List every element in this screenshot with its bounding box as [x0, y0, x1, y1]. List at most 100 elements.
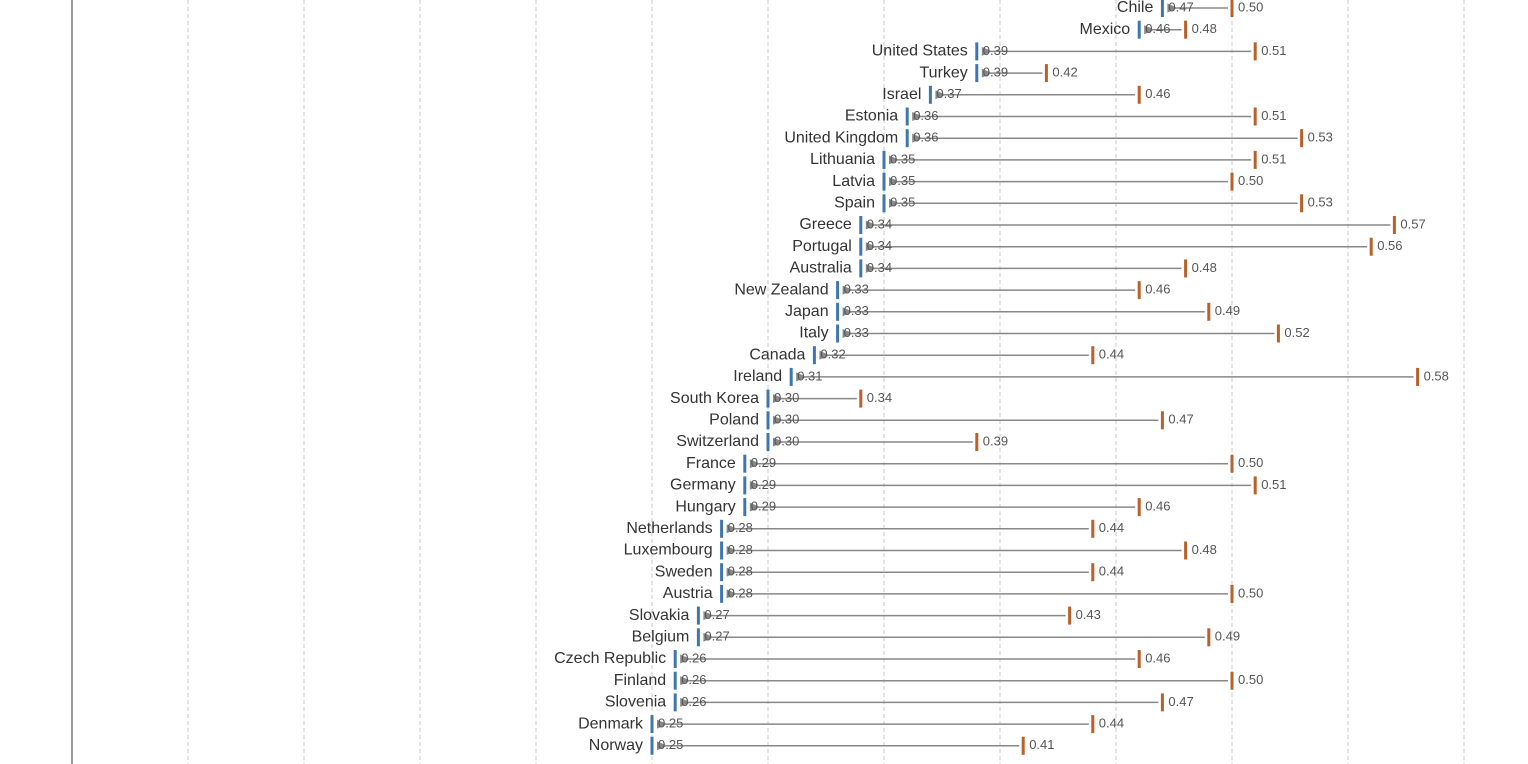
after-marker [673, 650, 677, 668]
country-label: New Zealand [734, 281, 828, 298]
after-label: 0.32 [820, 347, 845, 362]
after-marker [673, 671, 677, 690]
after-marker [743, 476, 747, 495]
before-label: 0.52 [1284, 325, 1309, 340]
before-marker [1160, 693, 1164, 712]
before-marker [1137, 85, 1141, 104]
after-label: 0.46 [1145, 21, 1170, 36]
country-label: Luxembourg [624, 542, 713, 559]
after-marker [673, 693, 677, 712]
before-label: 0.50 [1238, 672, 1263, 687]
after-label: 0.30 [774, 433, 799, 448]
before-label: 0.41 [1029, 737, 1054, 752]
before-marker [1392, 216, 1396, 234]
after-marker [812, 346, 816, 365]
before-label: 0.51 [1261, 43, 1286, 58]
after-label: 0.35 [890, 195, 915, 210]
after-label: 0.29 [751, 455, 776, 470]
after-label: 0.36 [913, 130, 938, 145]
after-label: 0.25 [658, 716, 683, 731]
before-label: 0.58 [1424, 368, 1449, 383]
after-label: 0.27 [704, 607, 729, 622]
after-label: 0.30 [774, 390, 799, 405]
country-label: Portugal [792, 238, 852, 255]
before-marker [1207, 302, 1211, 321]
country-label: France [686, 455, 736, 472]
after-marker [882, 194, 886, 213]
before-marker [1091, 519, 1095, 538]
before-label: 0.48 [1192, 260, 1217, 275]
before-label: 0.49 [1215, 303, 1240, 318]
after-marker [975, 42, 979, 61]
before-label: 0.39 [983, 433, 1008, 448]
before-marker [1300, 194, 1304, 213]
before-marker [1207, 628, 1211, 647]
after-marker [720, 519, 724, 538]
before-label: 0.44 [1099, 564, 1124, 579]
before-marker [1369, 237, 1373, 256]
before-label: 0.43 [1076, 607, 1101, 622]
before-marker [1230, 584, 1234, 603]
before-marker [1253, 42, 1257, 61]
country-label: Germany [670, 477, 736, 494]
after-label: 0.39 [983, 43, 1008, 58]
before-marker [1230, 671, 1234, 690]
country-label: Czech Republic [554, 650, 666, 667]
before-marker [1137, 498, 1141, 517]
after-label: 0.29 [751, 499, 776, 514]
after-label: 0.28 [728, 585, 753, 600]
after-label: 0.34 [867, 260, 892, 275]
before-marker [1184, 20, 1188, 39]
country-label: Lithuania [810, 151, 875, 168]
before-marker [859, 389, 863, 408]
after-marker [650, 715, 654, 734]
after-marker [1137, 20, 1141, 39]
after-label: 0.33 [844, 282, 869, 297]
after-label: 0.47 [1168, 0, 1193, 14]
after-marker [836, 302, 840, 321]
before-marker [1068, 606, 1072, 625]
after-marker [836, 324, 840, 343]
before-label: 0.51 [1261, 108, 1286, 123]
country-label: South Korea [670, 390, 759, 407]
country-label: Ireland [733, 368, 782, 385]
before-label: 0.48 [1192, 21, 1217, 36]
before-marker [1137, 650, 1141, 668]
country-label: Turkey [919, 64, 967, 81]
country-label: Chile [1117, 0, 1154, 16]
after-label: 0.28 [728, 542, 753, 557]
after-label: 0.37 [936, 86, 961, 101]
after-label: 0.35 [890, 173, 915, 188]
before-label: 0.34 [867, 390, 892, 405]
before-label: 0.49 [1215, 629, 1240, 644]
after-label: 0.35 [890, 151, 915, 166]
before-marker [1137, 281, 1141, 300]
after-marker [859, 259, 863, 278]
before-marker [1276, 324, 1280, 343]
before-label: 0.50 [1238, 455, 1263, 470]
after-label: 0.33 [844, 325, 869, 340]
country-label: Latvia [832, 173, 875, 190]
before-label: 0.44 [1099, 347, 1124, 362]
country-label: Mexico [1080, 21, 1131, 38]
before-label: 0.53 [1308, 195, 1333, 210]
before-label: 0.51 [1261, 477, 1286, 492]
before-label: 0.46 [1145, 86, 1170, 101]
after-marker [743, 498, 747, 517]
before-marker [1253, 107, 1257, 126]
after-label: 0.39 [983, 65, 1008, 80]
after-marker [720, 563, 724, 582]
before-label: 0.50 [1238, 173, 1263, 188]
after-marker [905, 107, 909, 126]
before-label: 0.51 [1261, 151, 1286, 166]
country-label: Japan [785, 303, 829, 320]
before-marker [1416, 367, 1420, 386]
after-marker [696, 606, 700, 625]
before-marker [1253, 150, 1257, 169]
country-label: Norway [589, 737, 643, 754]
country-label: Switzerland [676, 433, 759, 450]
after-marker [882, 172, 886, 191]
before-marker [1160, 411, 1164, 430]
after-label: 0.26 [681, 650, 706, 665]
